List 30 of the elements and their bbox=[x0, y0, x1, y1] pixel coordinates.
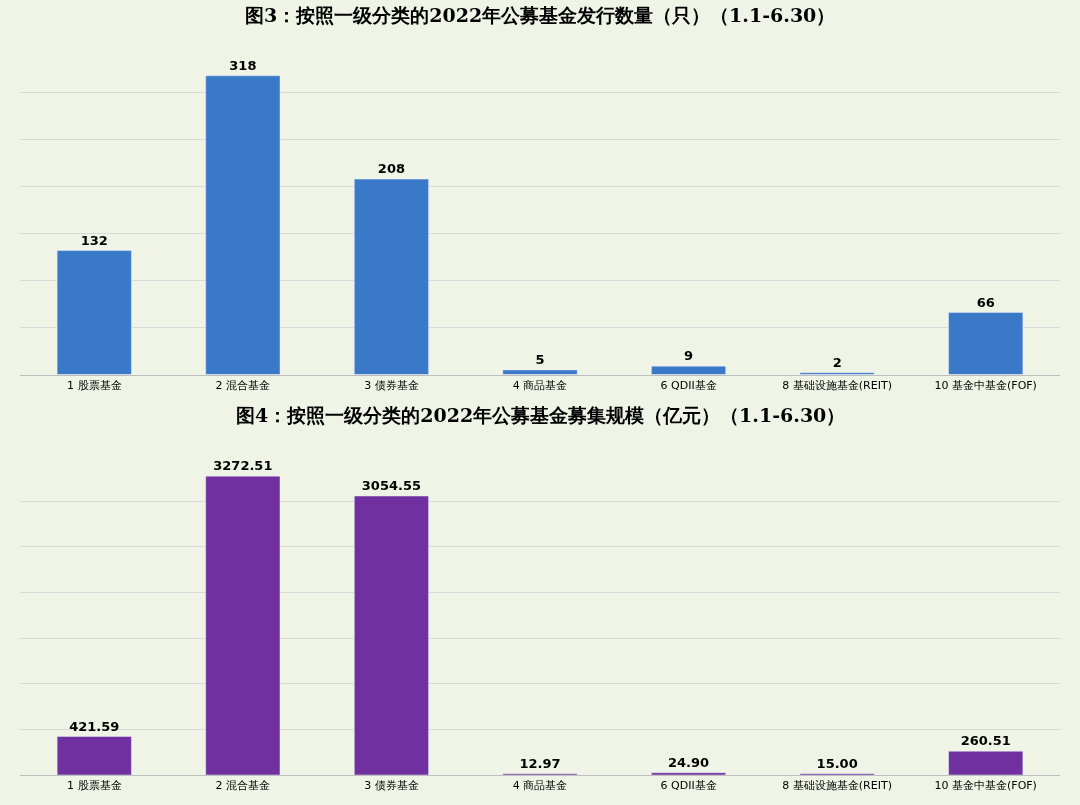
data-label: 3054.55 bbox=[361, 478, 422, 494]
data-label: 3272.51 bbox=[213, 458, 273, 474]
x-tick-label: 6 QDII基金 bbox=[660, 779, 717, 793]
data-label: 5 bbox=[535, 351, 545, 367]
data-label: 132 bbox=[80, 232, 108, 248]
x-tick-label: 2 混合基金 bbox=[215, 378, 271, 392]
x-tick-label: 10 基金中基金(FOF) bbox=[934, 779, 1037, 793]
data-label: 2 bbox=[832, 354, 842, 370]
x-tick-label: 8 基础设施基金(REIT) bbox=[782, 378, 892, 392]
x-tick-label: 3 债券基金 bbox=[364, 378, 419, 392]
x-tick-label: 1 股票基金 bbox=[67, 378, 122, 392]
data-label: 66 bbox=[976, 294, 995, 310]
x-tick-label: 2 混合基金 bbox=[215, 779, 271, 793]
data-label: 24.90 bbox=[668, 754, 710, 770]
x-tick-label: 1 股票基金 bbox=[67, 779, 122, 793]
data-label: 15.00 bbox=[816, 755, 858, 771]
data-label: 318 bbox=[229, 57, 257, 73]
x-tick-label: 10 基金中基金(FOF) bbox=[934, 378, 1037, 392]
data-label: 260.51 bbox=[960, 733, 1011, 749]
x-tick-label: 8 基础设施基金(REIT) bbox=[782, 779, 892, 793]
x-tick-label: 4 商品基金 bbox=[512, 779, 568, 793]
chart-title: 图4：按照一级分类的2022年公募基金募集规模（亿元）（1.1-6.30） bbox=[236, 404, 846, 426]
data-label: 12.97 bbox=[519, 755, 561, 771]
x-tick-label: 4 商品基金 bbox=[512, 378, 568, 392]
data-label: 421.59 bbox=[69, 718, 120, 734]
chart-title: 图3：按照一级分类的2022年公募基金发行数量（只）（1.1-6.30） bbox=[245, 4, 836, 26]
data-label: 9 bbox=[684, 348, 694, 364]
x-tick-label: 3 债券基金 bbox=[364, 779, 419, 793]
x-tick-label: 6 QDII基金 bbox=[660, 378, 717, 392]
data-label: 208 bbox=[377, 161, 405, 177]
